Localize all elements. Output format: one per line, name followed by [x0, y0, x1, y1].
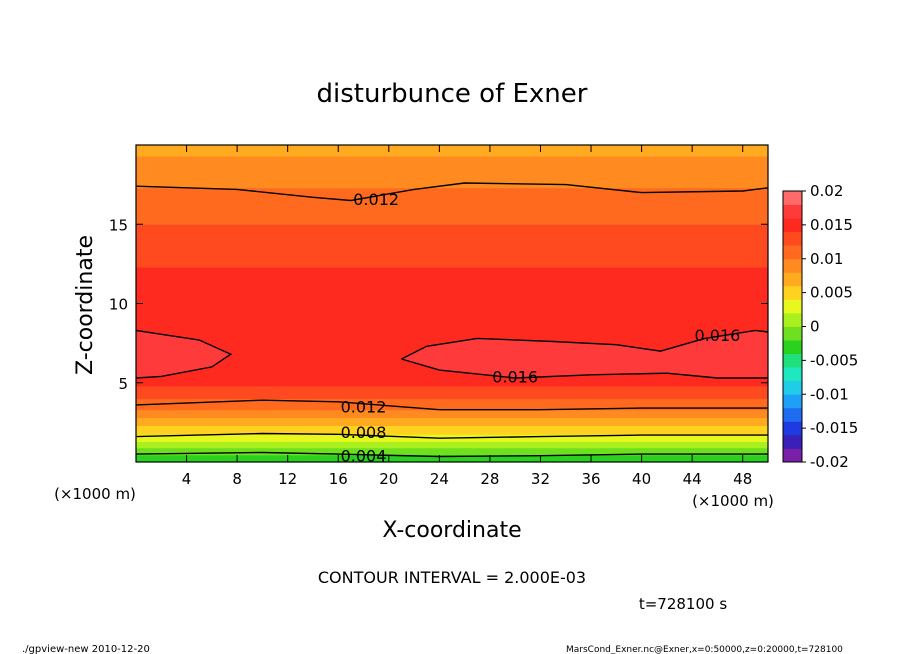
- y-tick-label: 10: [109, 296, 128, 314]
- x-tick-label: 8: [232, 470, 242, 488]
- colorbar-tick-label: 0: [810, 318, 820, 336]
- colorbar-segment: [783, 434, 802, 449]
- x-tick-label: 32: [531, 470, 550, 488]
- color-band: [136, 145, 768, 157]
- color-band: [136, 409, 768, 419]
- colorbar-segment: [783, 218, 802, 233]
- color-band: [136, 441, 768, 449]
- color-band: [136, 417, 768, 427]
- contour-line: [135, 329, 233, 379]
- contour-line: [135, 182, 769, 202]
- y-axis: 5 10 15: [109, 216, 768, 393]
- x-tick-label: 16: [329, 470, 348, 488]
- color-band: [136, 156, 768, 189]
- colorbar-segment: [783, 258, 802, 273]
- color-band: [136, 224, 768, 268]
- colorbar-segment: [783, 407, 802, 422]
- x-tick-label: 36: [581, 470, 600, 488]
- x-tick-label: 40: [632, 470, 651, 488]
- y-tick-label: 5: [118, 375, 128, 393]
- colorbar-segment: [783, 380, 802, 395]
- colorbar-tick-label: -0.005: [810, 351, 858, 369]
- colorbar-segment: [783, 285, 802, 300]
- y-axis-label: Z-coordinate: [73, 235, 98, 375]
- colorbar-segment: [783, 191, 802, 205]
- contour-line: [401, 358, 768, 379]
- colorbar-tick-label: 0.015: [810, 216, 853, 234]
- color-band: [136, 398, 768, 411]
- colorbar-tick-label: 0.02: [810, 182, 843, 200]
- y-tick-label: 15: [109, 216, 128, 234]
- colorbar-tick-label: 0.01: [810, 250, 843, 268]
- contour-label: 0.012: [341, 398, 387, 417]
- x-unit-left: (×1000 m): [54, 485, 136, 503]
- colorbar-tick-label: -0.02: [810, 453, 849, 471]
- contour-interval-text: CONTOUR INTERVAL = 2.000E-03: [318, 568, 586, 587]
- color-band: [136, 454, 768, 463]
- colorbar-segment: [783, 326, 802, 341]
- high-region-right: [401, 330, 768, 378]
- contour-label: 0.016: [695, 326, 741, 345]
- contour-line: [401, 329, 769, 360]
- x-tick-label: 12: [278, 470, 297, 488]
- x-tick-label: 28: [480, 470, 499, 488]
- contour-label: 0.004: [341, 447, 387, 466]
- time-text: t=728100 s: [639, 595, 727, 613]
- footer-left: ./gpview-new 2010-12-20: [22, 644, 150, 654]
- x-tick-label: 4: [182, 470, 192, 488]
- contour-label: 0.016: [492, 367, 538, 386]
- colorbar-tick-label: -0.01: [810, 385, 849, 403]
- colorbar-tick-label: 0.005: [810, 284, 853, 302]
- x-tick-label: 48: [733, 470, 752, 488]
- colorbar-segment: [783, 367, 802, 382]
- contour-line: [135, 432, 768, 439]
- colorbar-segment: [783, 353, 802, 368]
- color-band: [136, 187, 768, 225]
- colorbar-segment: [783, 340, 802, 354]
- colorbar-segment: [783, 421, 802, 436]
- footer-right: MarsCond_Exner.nc@Exner,x=0:50000,z=0:20…: [566, 645, 843, 654]
- x-axis: 4 8 12 16 20 24 28 32 36 40 44 48: [182, 145, 752, 488]
- colorbar-segment: [783, 245, 802, 260]
- contour-label: 0.008: [341, 423, 387, 442]
- colorbar-segment: [783, 312, 802, 327]
- colorbar-segment: [783, 299, 802, 314]
- color-band: [136, 385, 768, 400]
- high-region-left: [136, 330, 231, 378]
- colorbar-segment: [783, 272, 802, 287]
- colorbar-segment: [783, 204, 802, 219]
- colorbar: 0.02 0.015 0.01 0.005 0 -0.005 -0.01 -0.015 -0.0…: [782, 182, 858, 471]
- contour-label: 0.012: [353, 190, 399, 209]
- plot-area: 0.012 0.016 0.016 0.012 0.008 0.004: [135, 144, 769, 466]
- x-tick-label: 24: [430, 470, 449, 488]
- colorbar-segment: [783, 394, 802, 409]
- x-tick-label: 44: [683, 470, 702, 488]
- chart-title: disturbunce of Exner: [317, 79, 588, 109]
- colorbar-segment: [783, 231, 802, 246]
- color-band: [136, 425, 768, 435]
- contour-line: [135, 399, 768, 411]
- x-axis-label: X-coordinate: [382, 518, 521, 543]
- colorbar-segment: [783, 448, 802, 463]
- x-unit-right: (×1000 m): [692, 492, 774, 510]
- color-band: [136, 447, 768, 456]
- x-tick-label: 20: [379, 470, 398, 488]
- colorbar-tick-label: -0.015: [810, 419, 858, 437]
